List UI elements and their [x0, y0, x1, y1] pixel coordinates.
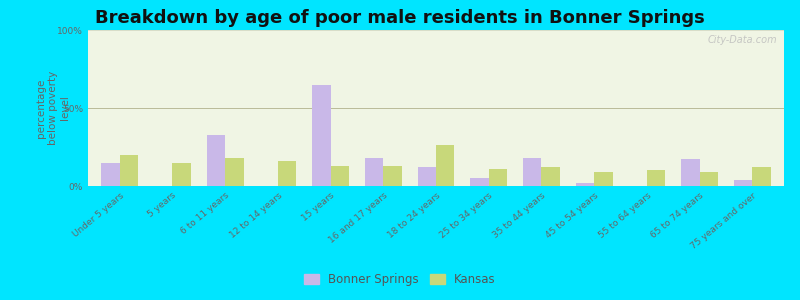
Bar — [206, 134, 225, 186]
Bar — [734, 180, 752, 186]
Bar — [225, 158, 243, 186]
Bar — [470, 178, 489, 186]
Bar — [383, 166, 402, 186]
Bar — [330, 166, 349, 186]
Text: City-Data.com: City-Data.com — [707, 35, 777, 45]
Bar — [542, 167, 560, 186]
Bar — [681, 160, 700, 186]
Bar — [700, 172, 718, 186]
Legend: Bonner Springs, Kansas: Bonner Springs, Kansas — [300, 269, 500, 291]
Text: Breakdown by age of poor male residents in Bonner Springs: Breakdown by age of poor male residents … — [95, 9, 705, 27]
Bar — [312, 85, 330, 186]
Bar — [278, 161, 296, 186]
Bar — [647, 170, 666, 186]
Bar — [752, 167, 771, 186]
Bar — [523, 158, 542, 186]
Bar — [101, 163, 120, 186]
Bar — [436, 146, 454, 186]
Bar — [172, 163, 191, 186]
Bar — [489, 169, 507, 186]
Bar — [120, 155, 138, 186]
Bar — [418, 167, 436, 186]
Bar — [576, 183, 594, 186]
Bar — [365, 158, 383, 186]
Bar — [594, 172, 613, 186]
Y-axis label: percentage
below poverty
level: percentage below poverty level — [36, 71, 70, 145]
